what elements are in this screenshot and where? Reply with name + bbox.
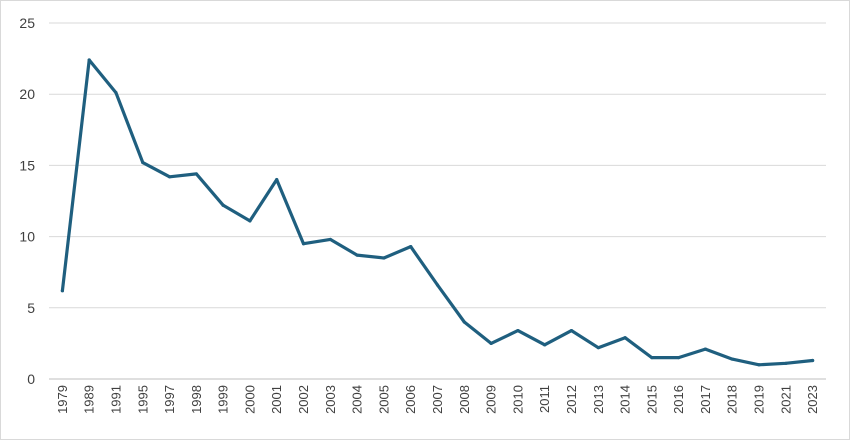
x-tick-label: 1979 (55, 385, 70, 414)
x-axis-tick-labels: 1979 1989 1991 1995 1997 1998 1999 2000 2001 2002… (55, 385, 820, 414)
data-point (811, 358, 815, 363)
y-tick-label: 10 (19, 229, 35, 245)
data-point (596, 346, 600, 350)
data-point (301, 242, 306, 246)
x-tick-label: 2003 (323, 385, 338, 414)
x-tick-label: 1998 (189, 385, 204, 414)
x-tick-label: 2001 (269, 385, 284, 414)
x-tick-label: 2009 (484, 385, 499, 414)
x-tick-label: 2017 (698, 385, 713, 414)
x-tick-label: 2018 (725, 385, 740, 414)
data-point (543, 343, 547, 347)
data-point (221, 203, 225, 207)
x-tick-label: 2011 (537, 385, 552, 413)
x-tick-label: 2010 (510, 385, 525, 414)
y-tick-label: 5 (27, 300, 35, 316)
data-point (516, 328, 520, 333)
data-point (328, 237, 332, 242)
y-tick-label: 15 (19, 157, 35, 173)
data-point (114, 91, 118, 95)
x-tick-label: 2005 (376, 385, 391, 414)
x-tick-label: 1995 (135, 385, 150, 414)
x-tick-label: 2004 (350, 385, 365, 414)
data-point (677, 356, 681, 360)
data-point (623, 336, 627, 340)
x-tick-label: 1997 (162, 385, 177, 414)
x-tick-label: 2008 (457, 385, 472, 414)
series-layer (60, 58, 815, 367)
data-point (167, 175, 172, 179)
data-point (569, 328, 574, 333)
x-tick-label: 2006 (403, 385, 418, 414)
x-tick-label: 2012 (564, 385, 579, 414)
data-point (730, 357, 734, 361)
data-point (87, 58, 91, 62)
x-tick-label: 2016 (671, 385, 686, 414)
data-point (409, 244, 413, 249)
y-axis-tick-labels: 0 5 10 15 20 25 (19, 15, 35, 387)
x-tick-label: 1991 (108, 385, 123, 414)
x-tick-label: 2002 (296, 385, 311, 414)
data-point (435, 283, 440, 287)
data-point (355, 253, 359, 257)
x-tick-label: 1999 (216, 385, 231, 414)
x-tick-label: 2021 (778, 385, 793, 414)
x-tick-label: 2023 (805, 385, 820, 414)
data-point (650, 356, 654, 360)
x-tick-label: 1989 (82, 385, 97, 414)
data-point (757, 363, 761, 367)
data-point (275, 178, 279, 182)
x-tick-label: 2014 (618, 385, 633, 414)
series-line (60, 58, 815, 367)
data-point (382, 256, 386, 260)
x-tick-label: 2007 (430, 385, 445, 414)
gridlines (49, 22, 826, 380)
data-point (462, 320, 466, 324)
x-tick-label: 2019 (752, 385, 767, 414)
y-tick-label: 25 (19, 15, 35, 31)
y-tick-label: 0 (27, 371, 35, 387)
data-point (60, 289, 64, 293)
data-point (141, 160, 145, 165)
data-point (784, 361, 788, 365)
data-point (489, 341, 493, 345)
data-point (703, 347, 708, 351)
data-point (248, 219, 252, 223)
y-tick-label: 20 (19, 86, 35, 102)
x-tick-label: 2000 (242, 385, 257, 414)
x-tick-label: 2013 (591, 385, 606, 414)
data-point (194, 172, 198, 176)
x-tick-label: 2015 (644, 385, 659, 414)
